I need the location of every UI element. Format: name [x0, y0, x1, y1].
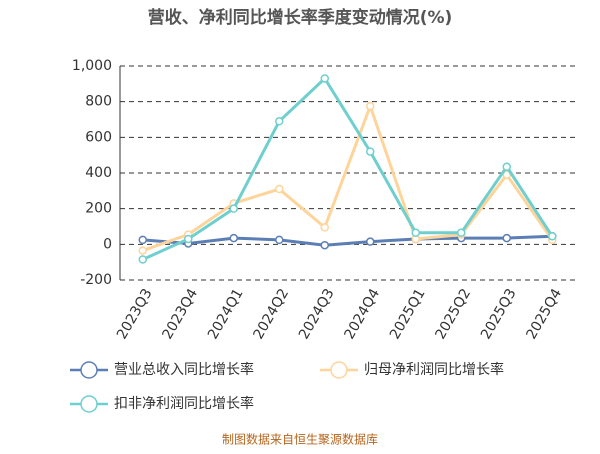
legend-label: 归母净利润同比增长率	[364, 361, 504, 378]
y-tick-label: 400	[85, 165, 112, 181]
data-point	[229, 204, 238, 213]
x-tick-label: 2025Q3	[478, 286, 520, 342]
x-tick-label: 2024Q1	[205, 286, 247, 342]
data-point	[366, 147, 375, 156]
chart-title: 营收、净利同比增长率季度变动情况(%)	[148, 7, 453, 28]
data-point	[138, 246, 147, 255]
y-tick-label: 0	[103, 236, 112, 252]
data-point	[366, 101, 375, 111]
x-tick-label: 2025Q4	[524, 286, 566, 342]
x-tick-label: 2024Q3	[296, 286, 338, 342]
x-tick-label: 2025Q1	[387, 286, 429, 342]
x-tick-label: 2023Q3	[114, 286, 156, 342]
data-point	[138, 255, 147, 264]
data-point	[275, 235, 284, 245]
y-tick-label: 1,000	[72, 58, 112, 74]
legend-label: 营业总收入同比增长率	[114, 361, 254, 378]
x-tick-label: 2024Q4	[342, 286, 384, 342]
source-note: 制图数据来自恒生聚源数据库	[222, 432, 378, 447]
x-tick-label: 2024Q2	[251, 286, 293, 342]
legend-marker	[330, 361, 348, 379]
x-tick-label: 2023Q4	[160, 286, 202, 342]
data-point	[275, 184, 284, 194]
data-point	[138, 235, 147, 245]
data-point	[320, 74, 329, 83]
data-point	[457, 228, 466, 237]
y-tick-label: -200	[80, 272, 112, 288]
series-line	[142, 234, 553, 247]
data-point	[502, 233, 511, 243]
y-tick-label: 800	[85, 94, 112, 110]
data-point	[320, 240, 329, 250]
legend-marker	[80, 395, 98, 413]
legend-marker	[80, 361, 98, 379]
series-line	[142, 76, 554, 261]
data-point	[411, 228, 420, 237]
series-line	[142, 101, 554, 252]
x-tick-label: 2025Q2	[433, 286, 475, 342]
data-point	[275, 117, 284, 126]
data-point	[320, 223, 329, 232]
data-point	[366, 237, 375, 246]
data-point	[184, 234, 193, 244]
data-point	[548, 232, 557, 241]
data-point	[502, 162, 511, 172]
y-tick-label: 200	[85, 201, 112, 217]
legend-label: 扣非净利润同比增长率	[114, 395, 254, 412]
data-point	[229, 233, 238, 243]
y-tick-label: 600	[85, 129, 112, 145]
